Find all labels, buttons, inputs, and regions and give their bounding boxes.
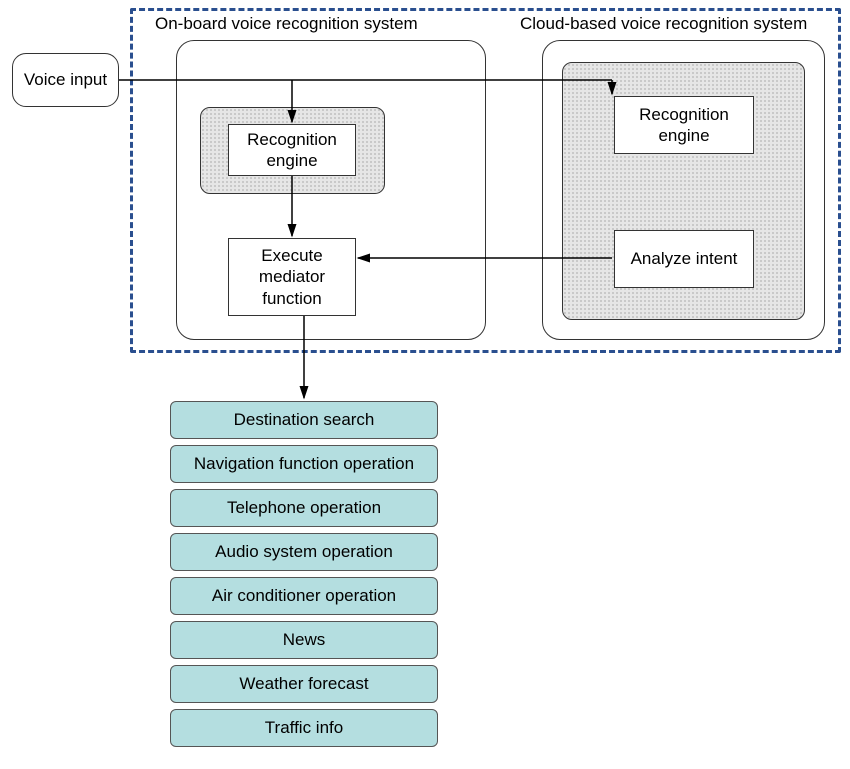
output-item: Telephone operation [170,489,438,527]
output-item-label: Air conditioner operation [212,586,396,606]
output-item: Weather forecast [170,665,438,703]
output-item: Traffic info [170,709,438,747]
output-item: Destination search [170,401,438,439]
onboard-recognition-engine-box: Recognition engine [228,124,356,176]
onboard-system-title: On-board voice recognition system [155,14,418,34]
execute-mediator-box: Execute mediator function [228,238,356,316]
output-item-label: Navigation function operation [194,454,414,474]
cloud-recognition-engine-box: Recognition engine [614,96,754,154]
onboard-recognition-label: Recognition engine [233,129,351,172]
output-item-label: Weather forecast [239,674,368,694]
output-item-label: Audio system operation [215,542,393,562]
voice-input-label: Voice input [24,69,107,90]
execute-mediator-label: Execute mediator function [233,245,351,309]
output-item: Audio system operation [170,533,438,571]
output-item-label: Traffic info [265,718,343,738]
analyze-intent-box: Analyze intent [614,230,754,288]
output-item: Navigation function operation [170,445,438,483]
output-item-label: Destination search [234,410,375,430]
cloud-recognition-label: Recognition engine [619,104,749,147]
output-item-label: Telephone operation [227,498,381,518]
diagram-canvas: Voice input On-board voice recognition s… [0,0,850,769]
cloud-system-title: Cloud-based voice recognition system [520,14,807,34]
analyze-intent-label: Analyze intent [631,248,738,269]
output-item: News [170,621,438,659]
output-item-label: News [283,630,326,650]
output-item: Air conditioner operation [170,577,438,615]
voice-input-box: Voice input [12,53,119,107]
